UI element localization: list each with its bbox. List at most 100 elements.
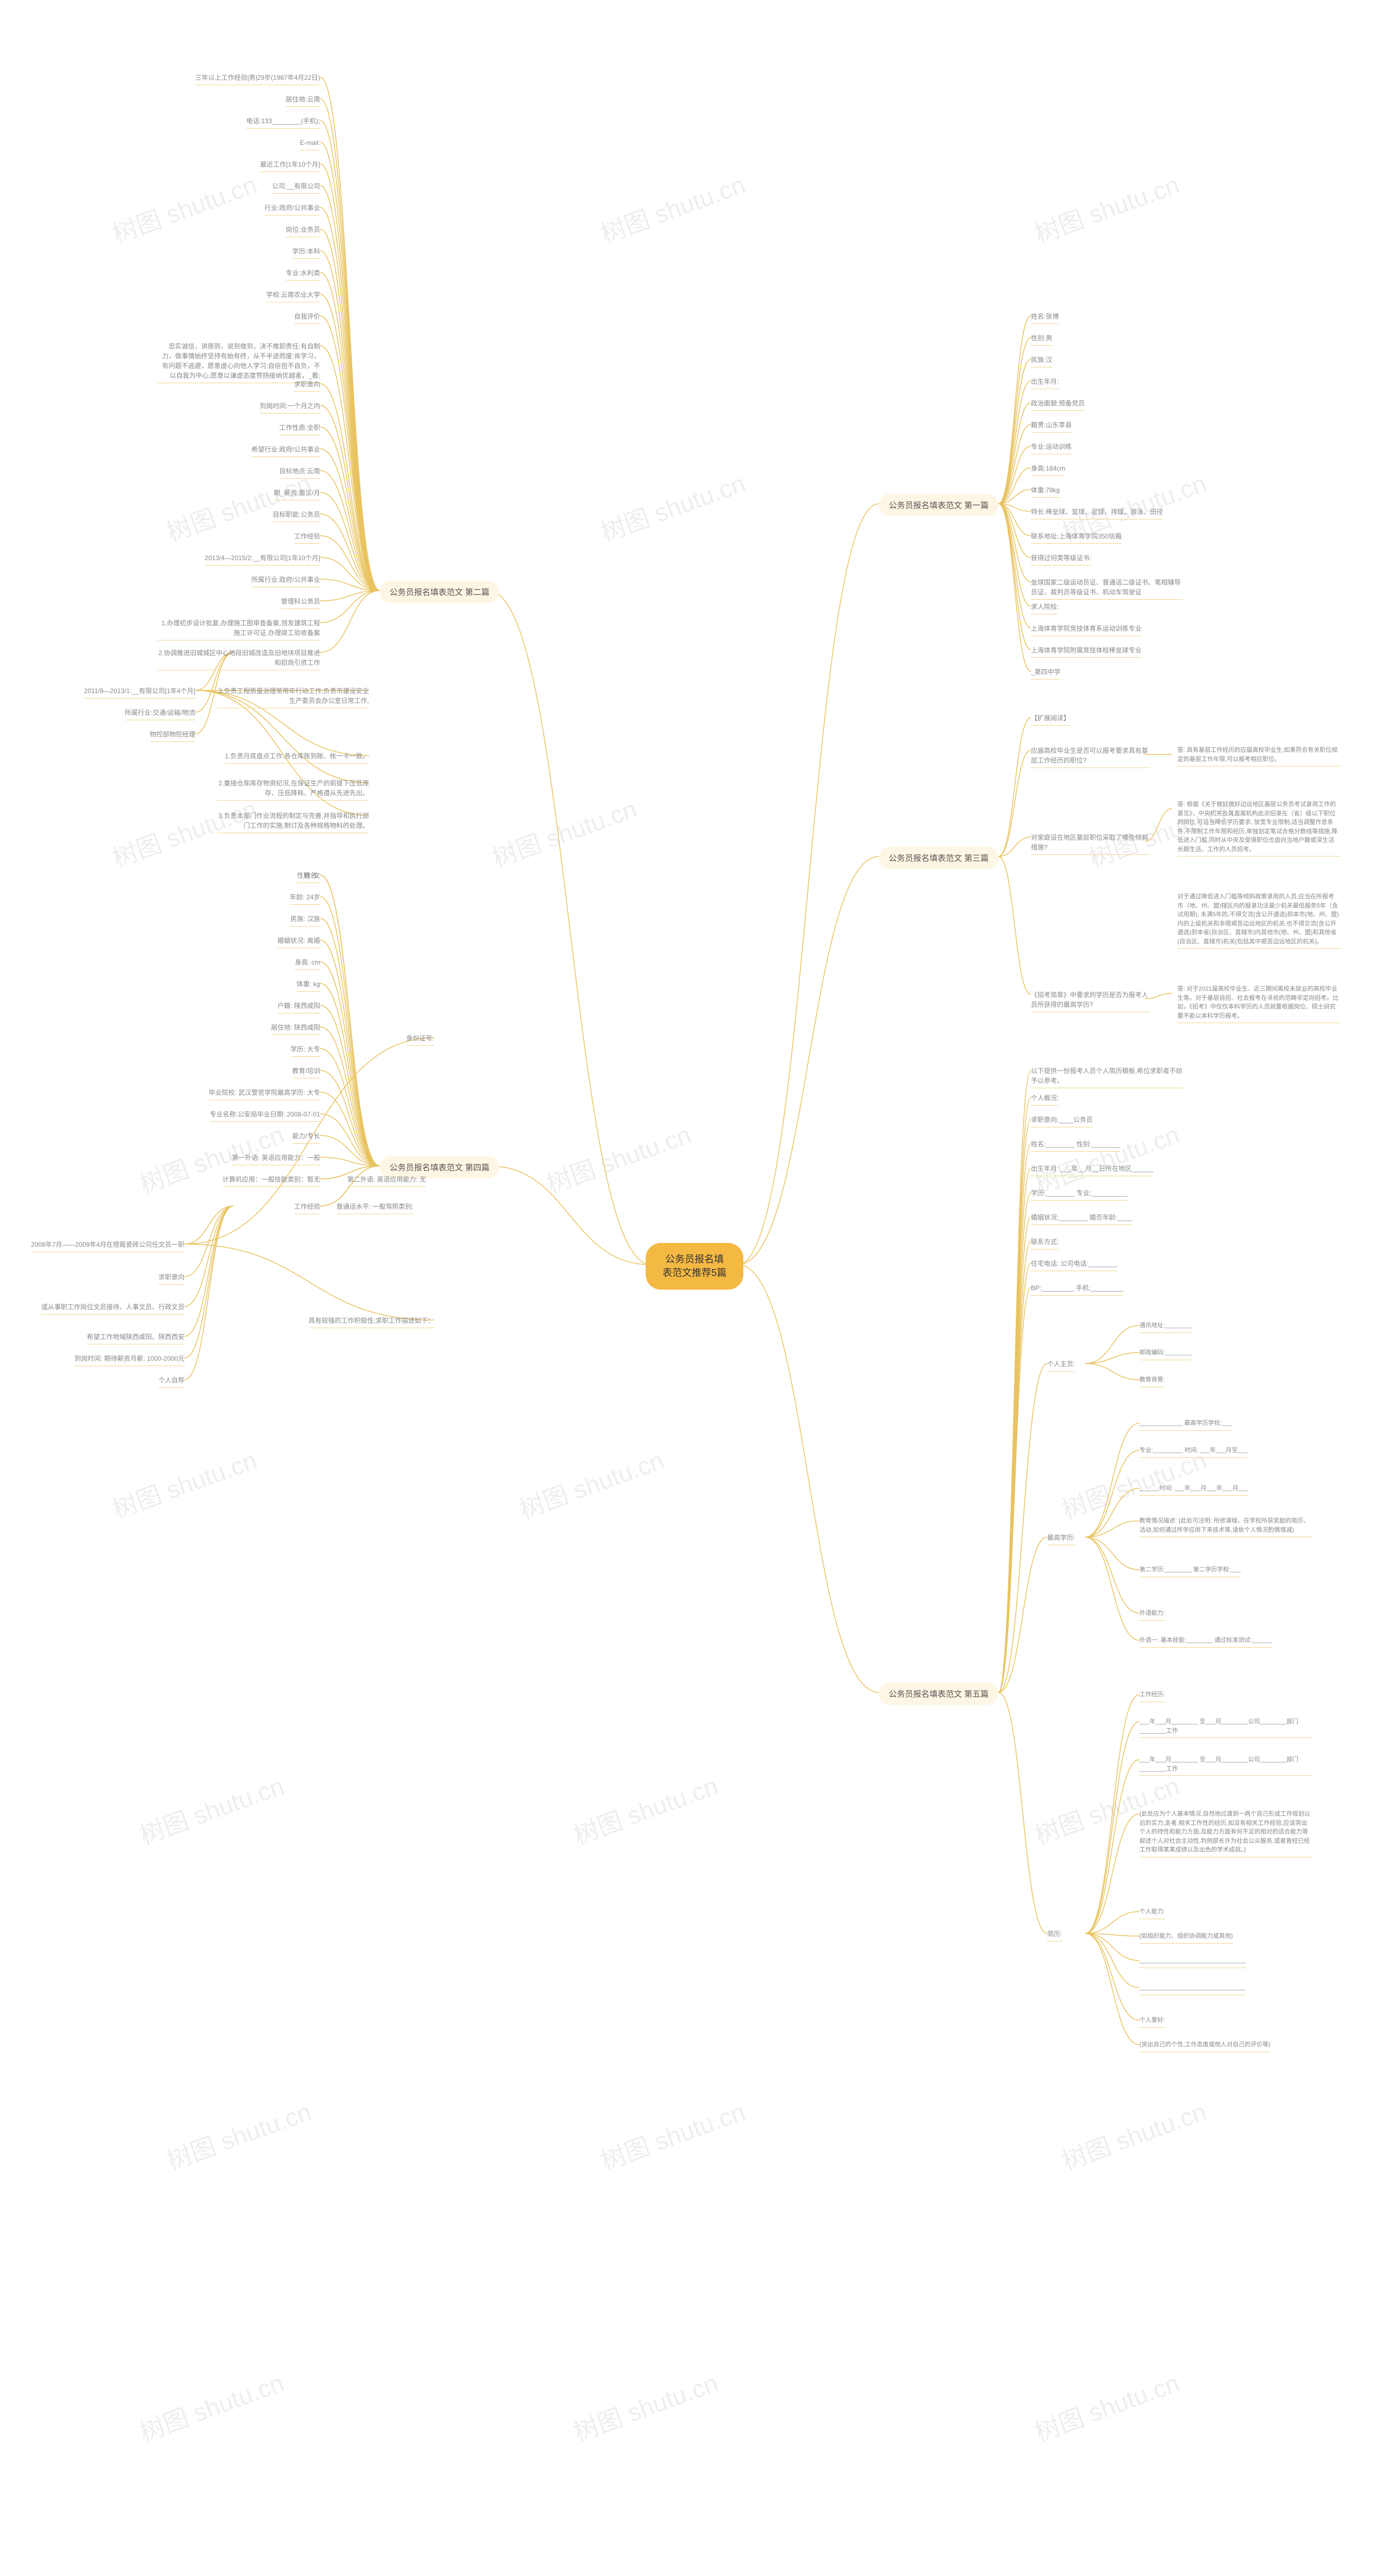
leaf-node: (突出自己的个性,工作态度或他人对自己的评价等) (1139, 2038, 1270, 2052)
leaf-node: 2.协调推进旧城城区中心地段旧城改造及旧地块项目推进和招商引资工作 (157, 646, 320, 670)
watermark: 树图 shutu.cn (1029, 165, 1183, 250)
branch-node: 公务员报名填表范文 第三篇 (879, 847, 998, 869)
leaf-node: 电话:133________(手机); (246, 114, 320, 129)
leaf-node: 教育情况描述: (此处可注明: 所修课程、在学校所获奖励的简历、活动,如何通过所… (1139, 1514, 1313, 1537)
leaf-node: 个人概况: (1031, 1091, 1059, 1106)
group-label: 个人主页: (1047, 1357, 1075, 1372)
center-node: 公务员报名填表范文推荐5篇 (646, 1243, 743, 1290)
leaf-node: BP:_________ 手机:_________ (1031, 1281, 1123, 1296)
leaf-node: (此处应为个人基本情况,自然地过渡到一两个自己形成工作规划以后的实力,走者,相关… (1139, 1807, 1313, 1857)
leaf-node: 学校:云南农业大学 (266, 288, 320, 302)
leaf-node: 工作性质:全职 (279, 421, 320, 435)
leaf-node: _____________ 最高学历学校:___ (1139, 1417, 1232, 1431)
leaf-node: 到岗时间: 期待薪资月薪: 1000-2000元 (74, 1352, 184, 1366)
leaf-node: 工作经历: (1139, 1688, 1165, 1702)
leaf-node: 联系地址:上海体育学院350信箱 (1031, 529, 1122, 544)
leaf-node: 教育背景: (1139, 1373, 1165, 1387)
leaf-node: 求职意向 (158, 1270, 184, 1285)
leaf-node: 身高:184cm (1031, 461, 1065, 476)
leaf-node: ___年___月________ 至___月________公司________… (1139, 1753, 1313, 1776)
leaf-node: 个人爱好: (1139, 2014, 1165, 2028)
leaf-node: 专业名称:公安局毕业日期: 2008-07-01 (210, 1107, 320, 1122)
leaf-node: 公司:__有限公司 (272, 179, 320, 194)
leaf-node: 1.办理初步设计批复,办理施工图审查备案,领发建筑工程施工许可证,办理竣工验收备… (157, 616, 320, 640)
leaf-node: 自我评价 (294, 309, 320, 324)
leaf-node: 获得过何类等级证书: (1031, 551, 1091, 566)
leaf-node: 以下提供一份报考人员个人简历模板,希位求职者不妨予以参考。 (1031, 1064, 1183, 1088)
leaf-node: 求职意向:____公务员 (1031, 1113, 1093, 1127)
leaf-node: 2.重接仓库库存物资纪况,在保证生产的前提下压低库存、压低降耗、严格遵从先进先出… (217, 776, 369, 801)
watermark: 树图 shutu.cn (1056, 2092, 1210, 2177)
leaf-node: 身高: cm (295, 955, 320, 970)
watermark: 树图 shutu.cn (595, 464, 749, 549)
leaf-node: 目标职能:公务员 (273, 507, 320, 522)
leaf-node: 目标地点:云南 (279, 464, 320, 479)
leaf-node: 姓名: (304, 868, 318, 883)
leaf-node: 工作经验 (294, 1200, 320, 1214)
leaf-node: 忠实诚信，讲原则，说到做到，决不推卸责任;有自制力，做事情始终坚持有始有终，从不… (157, 339, 320, 383)
leaf-node: ________________________________ (1139, 1954, 1246, 1968)
leaf-node: 政治面貌:预备党员 (1031, 396, 1085, 411)
leaf-node: 上海体育学院竞技体育系运动训练专业 (1031, 621, 1142, 636)
leaf-node: 2011/9—2013/1:__有限公司[1年4个月] (84, 684, 195, 699)
group-label: 最高学历: (1047, 1531, 1075, 1545)
leaf-node: 教育/培训 (292, 1064, 320, 1078)
qa-question: 《招考简章》中要求的学历是否为报考人员所获得的最高学历? (1031, 988, 1150, 1012)
leaf-node: 外语能力: (1139, 1607, 1165, 1621)
leaf-node: 或从事职工作岗位文员接待、人事文员、行政文员 (41, 1300, 184, 1315)
leaf-node: 学历: 大专 (290, 1042, 320, 1057)
qa-answer: 答: 具有基层工作经历的应届高校毕业生,如果符合有关职位规定的基层工作年限,可以… (1177, 744, 1340, 766)
leaf-node: 能力/专长 (292, 1129, 320, 1144)
leaf-node: 民族: 汉族 (290, 912, 320, 927)
leaf-node: 【扩展阅读】 (1031, 711, 1070, 726)
leaf-node: 行业:政府/公共事业 (264, 201, 320, 215)
qa-answer: 答: 根据《关于做好做好边远地区基层公务员考试录用工作的意见》，中央机关及其直属… (1177, 798, 1340, 856)
leaf-node: 到岗时间:一个月之内 (260, 399, 320, 414)
branch-node: 公务员报名填表范文 第五篇 (879, 1683, 998, 1705)
leaf-node: 住宅电话: 公司电话:________ (1031, 1257, 1117, 1271)
watermark: 树图 shutu.cn (161, 2092, 315, 2177)
leaf-node: 籍贯:山东莘县 (1031, 418, 1072, 433)
leaf-node: (如组织能力、组织协调能力或其他) (1139, 1930, 1233, 1944)
leaf-node: 3.负责工程质量治理常用年行动工作;负责市建设安全生产委员会办公室日常工作, (217, 684, 369, 708)
leaf-node: 求职意向 (294, 377, 320, 392)
leaf-node: 联系方式: (1031, 1235, 1059, 1249)
leaf-node: 姓名:张博 (1031, 309, 1059, 324)
leaf-node: 个人能力: (1139, 1905, 1165, 1919)
leaf-node: 第二学历:________ 第二学历学校:___ (1139, 1563, 1240, 1577)
watermark: 树图 shutu.cn (541, 1115, 695, 1200)
leaf-node: 工作经验 (294, 529, 320, 544)
leaf-node: 邮政编码:________ (1139, 1346, 1192, 1360)
leaf-node: 性别:男 (1031, 331, 1052, 346)
qa-question: 应届高校毕业生是否可以报考要求具有基层工作经历的职位? (1031, 744, 1150, 768)
leaf-node: 1.负责月底盘点工作,各仓库账到账、帐一卡一致。 (225, 749, 369, 764)
leaf-node: 学历:本科 (292, 244, 320, 259)
leaf-node: 希望工作地域陕西咸阳、陕西西安 (87, 1330, 184, 1344)
watermark: 树图 shutu.cn (514, 1441, 668, 1526)
leaf-node: 岗位:业务员 (286, 223, 320, 237)
leaf-node: 姓名:________ 性别:________ (1031, 1137, 1120, 1152)
leaf-node: 出生年月: ___年__月__日所在地区______ (1031, 1162, 1153, 1176)
leaf-node: 个人自荐 (158, 1373, 184, 1388)
leaf-node: E-mail: (300, 136, 320, 150)
leaf-node: 年龄: 24岁 (290, 890, 320, 905)
leaf-node: 具有较强的工作积极性;求职工作描述如下： (309, 1314, 434, 1328)
leaf-node: 体重: kg (297, 977, 320, 992)
leaf-node: 体重:78kg (1031, 483, 1060, 498)
leaf-node: ______时间: ___年___月___年___月___ (1139, 1482, 1248, 1496)
watermark: 树图 shutu.cn (107, 165, 261, 250)
watermark: 树图 shutu.cn (1029, 2363, 1183, 2448)
leaf-node: 所属行业:政府/公共事业 (251, 573, 320, 587)
leaf-node: 身份证号: (406, 1031, 434, 1046)
leaf-node: 特长:棒垒球、篮球、足球、排球、游泳、田径 (1031, 505, 1163, 519)
leaf-node: 期_薪资:面议/月 (274, 486, 320, 500)
watermark: 树图 shutu.cn (134, 2363, 288, 2448)
leaf-node: 所属行业:交通/运输/物流 (125, 706, 195, 720)
leaf-node: 三年以上工作经验|男|29岁(1987年4月22日) (195, 71, 320, 85)
leaf-node: 最近工作[1年10个月] (260, 157, 320, 172)
branch-node: 公务员报名填表范文 第一篇 (879, 494, 998, 516)
qa-question: 对家庭设在地区基层职位采取了哪些倾斜措施? (1031, 830, 1150, 855)
watermark: 树图 shutu.cn (134, 1766, 288, 1851)
leaf-node: 2013/4—2015/2:__有限公司[1年10个月] (205, 551, 320, 566)
leaf-node: 第二外语: 英语应用能力: 无 (347, 1172, 426, 1187)
